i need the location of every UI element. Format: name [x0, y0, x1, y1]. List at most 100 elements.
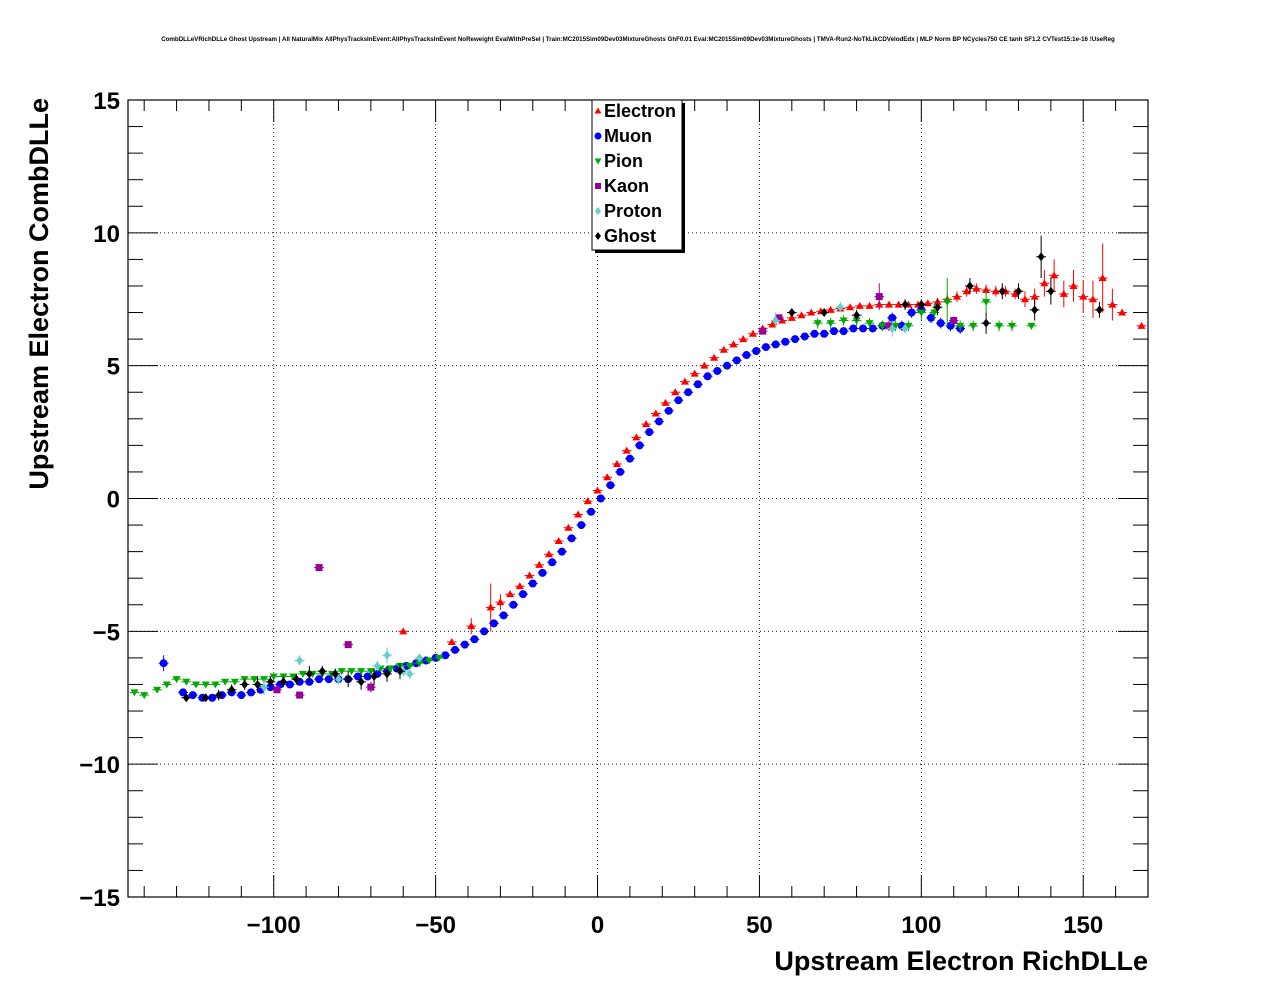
data-points — [129, 235, 1147, 703]
pion-point — [230, 678, 239, 686]
pion-point — [347, 668, 356, 676]
electron-point — [748, 329, 757, 337]
electron-point — [768, 320, 777, 328]
x-tick-label: −50 — [415, 912, 456, 939]
kaon-point — [885, 322, 893, 330]
pion-point — [982, 298, 991, 306]
electron-point — [554, 537, 563, 545]
series-pion — [129, 277, 1037, 700]
muon-point — [693, 380, 702, 389]
ghost-point — [254, 679, 262, 689]
ghost-point — [344, 674, 352, 684]
muon-point — [509, 600, 518, 609]
pion-point — [357, 668, 366, 676]
muon-point — [810, 329, 819, 338]
electron-point — [544, 550, 553, 558]
electron-point — [729, 340, 738, 348]
muon-point — [548, 558, 557, 567]
ghost-point — [917, 300, 925, 310]
pion-point — [289, 673, 298, 681]
pion-point — [956, 322, 965, 330]
pion-point — [130, 689, 139, 697]
electron-point — [972, 284, 981, 292]
muon-point — [635, 441, 644, 450]
ghost-point — [1047, 286, 1055, 296]
electron-point — [1069, 281, 1078, 289]
ghost-point — [279, 677, 287, 687]
muon-point — [315, 675, 324, 684]
proton-point — [296, 656, 304, 666]
ghost-point — [305, 669, 313, 679]
muon-point — [285, 680, 294, 689]
muon-point — [625, 454, 634, 463]
proton-point — [836, 302, 844, 312]
muon-point — [188, 691, 197, 700]
ghost-point — [182, 693, 190, 703]
x-axis-title: Upstream Electron RichDLLe — [774, 946, 1148, 976]
kaon-point — [759, 327, 767, 335]
muon-point — [645, 428, 654, 437]
y-tick-label: 0 — [107, 487, 120, 514]
pion-point — [865, 320, 874, 328]
legend-marker-kaon — [595, 183, 601, 189]
electron-point — [1079, 292, 1088, 300]
electron-point — [1108, 300, 1117, 308]
muon-point — [655, 417, 664, 426]
kaon-point — [367, 683, 375, 691]
muon-point — [868, 324, 877, 333]
x-tick-label: 0 — [591, 912, 604, 939]
series-kaon — [272, 283, 959, 699]
ghost-point — [331, 669, 339, 679]
pion-point — [943, 298, 952, 306]
legend-label-proton: Proton — [604, 201, 662, 221]
muon-point — [674, 396, 683, 405]
pion-point — [192, 681, 200, 689]
pion-point — [250, 676, 259, 684]
muon-point — [800, 332, 809, 341]
ghost-point — [1031, 305, 1039, 315]
muon-point — [557, 547, 566, 556]
muon-point — [791, 335, 800, 344]
pion-point — [337, 668, 346, 676]
electron-point — [1059, 289, 1068, 297]
muon-point — [839, 327, 848, 336]
electron-point — [1137, 321, 1146, 329]
kaon-point — [950, 317, 958, 325]
x-tick-label: 50 — [746, 912, 773, 939]
proton-point — [334, 674, 342, 684]
electron-point — [1030, 292, 1039, 300]
muon-point — [567, 534, 576, 543]
electron-point — [846, 303, 855, 311]
muon-point — [577, 521, 586, 530]
series-ghost — [181, 235, 1105, 703]
electron-point — [447, 637, 456, 645]
pion-point — [425, 657, 434, 665]
muon-point — [723, 361, 732, 370]
ghost-point — [820, 308, 828, 318]
pion-point — [182, 678, 191, 686]
pion-point — [434, 654, 443, 662]
legend-marker-pion — [594, 158, 602, 165]
ghost-point — [370, 671, 378, 681]
pion-point — [298, 670, 307, 678]
ghost-point — [357, 677, 365, 687]
pion-point — [917, 309, 926, 317]
pion-point — [386, 665, 395, 673]
legend-marker-electron — [594, 107, 602, 114]
electron-point — [787, 313, 796, 321]
muon-point — [470, 635, 479, 644]
kaon-point — [875, 293, 883, 301]
muon-point — [849, 324, 858, 333]
electron-point — [593, 486, 602, 494]
legend-label-pion: Pion — [604, 151, 643, 171]
muon-point — [363, 672, 372, 681]
proton-point — [888, 323, 896, 333]
legend-box — [591, 99, 683, 251]
electron-point — [661, 398, 670, 406]
proton-point — [415, 653, 423, 663]
muon-point — [324, 675, 333, 684]
pion-point — [852, 317, 861, 325]
ghost-point — [1095, 305, 1103, 315]
x-tick-label: 100 — [901, 912, 941, 939]
